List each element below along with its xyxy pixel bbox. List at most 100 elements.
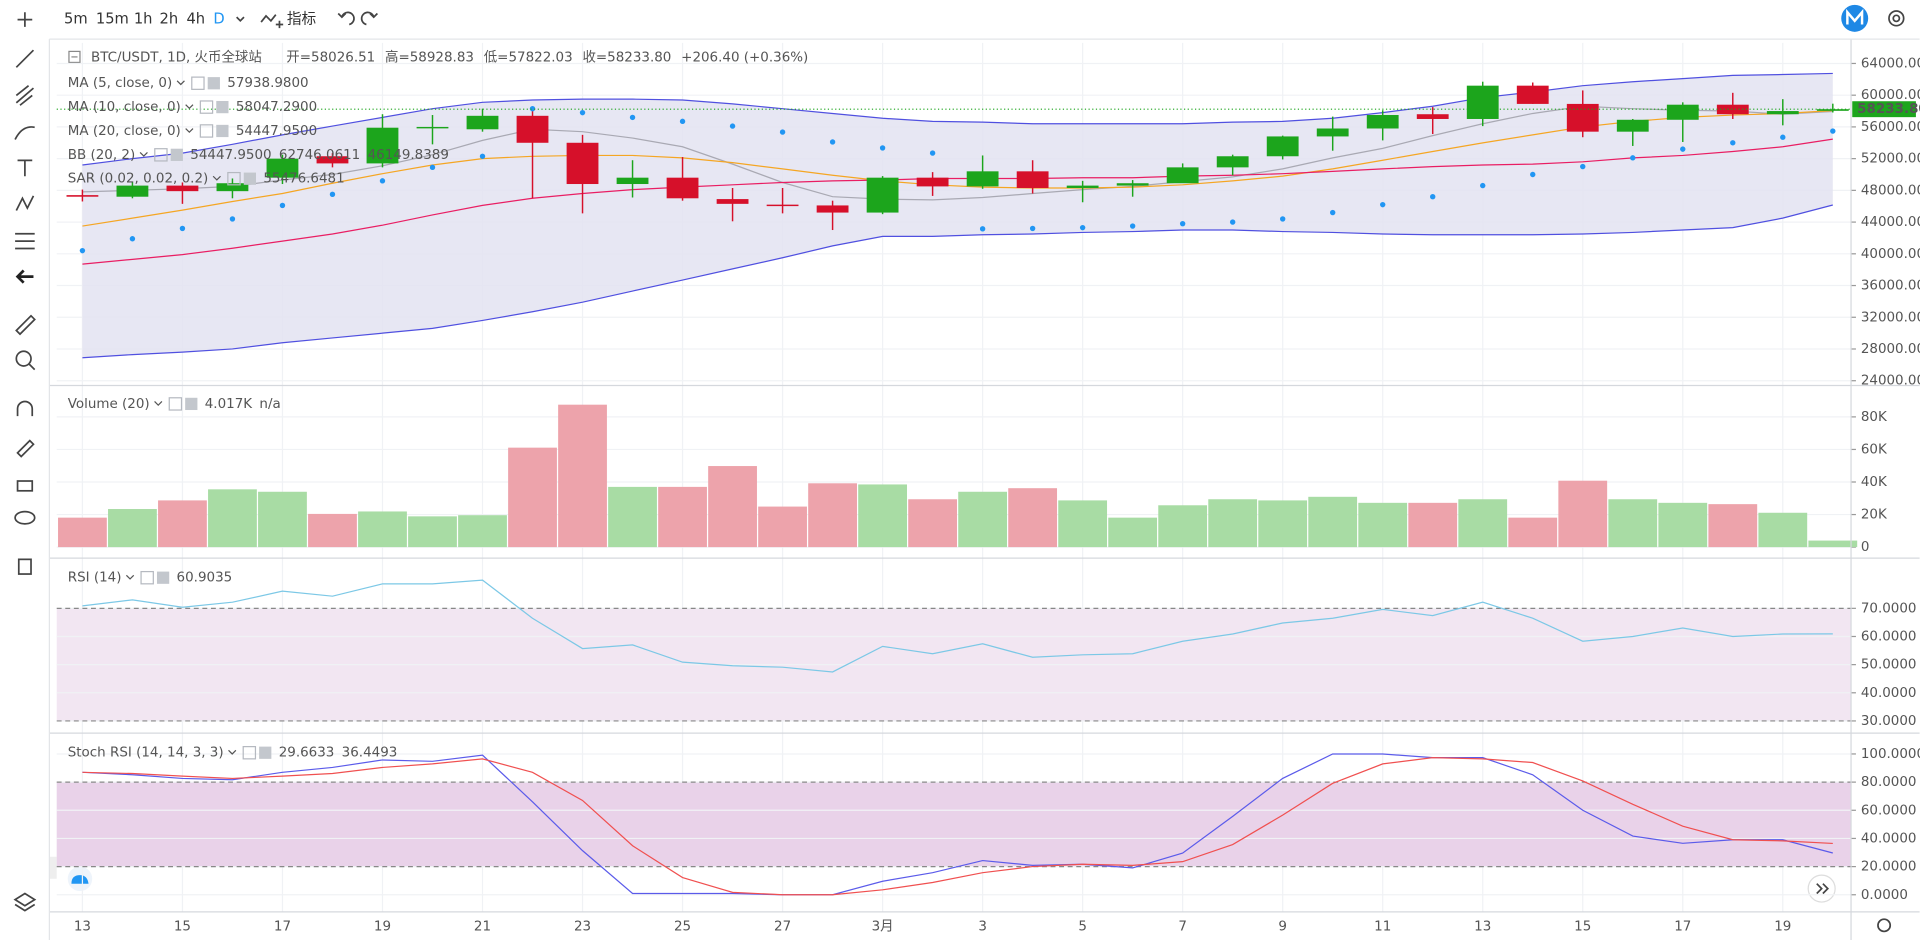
volume-bar (1658, 502, 1708, 548)
pattern-tool[interactable] (15, 195, 35, 211)
legend-visibility-icon[interactable] (227, 171, 241, 186)
collapse-handle[interactable] (49, 856, 57, 879)
legend-remove-icon[interactable] (156, 571, 170, 584)
legend-remove-icon[interactable] (216, 124, 229, 138)
candle-body (1516, 85, 1549, 104)
sar-dot (1680, 146, 1686, 152)
bb-lower (82, 204, 1833, 359)
layers-button[interactable] (13, 892, 37, 912)
prediction-tool[interactable] (15, 232, 35, 250)
interval-button[interactable]: 1h (134, 11, 153, 28)
volume-bar (458, 515, 507, 548)
candle-body (566, 142, 599, 185)
volume-bar (608, 486, 657, 548)
x-tick-label: 19 (1774, 920, 1791, 935)
stay-drawing-tool[interactable] (16, 439, 35, 458)
settings-button[interactable] (1888, 10, 1905, 27)
trendline-tool[interactable] (15, 49, 35, 68)
sar-dot (1330, 209, 1336, 216)
ruler-tool[interactable] (15, 314, 36, 336)
sar-dot (79, 247, 86, 254)
back-tool[interactable] (15, 269, 34, 284)
brush-tool[interactable] (14, 126, 35, 140)
sar-dot (1430, 194, 1436, 200)
legend-value: n/a (259, 397, 280, 412)
legend-visibility-icon[interactable] (199, 124, 214, 138)
legend-visibility-icon[interactable] (154, 148, 168, 162)
text-tool[interactable] (17, 159, 33, 177)
legend-caret (154, 401, 163, 406)
sar-dot (829, 139, 836, 145)
legend-remove-icon[interactable] (259, 746, 272, 759)
y-tick-label: 40K (1861, 475, 1888, 490)
candle-body (216, 183, 249, 192)
interval-dropdown[interactable] (236, 16, 245, 23)
visibility-tool[interactable] (14, 510, 36, 525)
y-tick-label: 50.0000 (1861, 658, 1917, 673)
delete-tool[interactable] (17, 558, 32, 575)
sar-dot (1179, 220, 1186, 227)
lock-tool[interactable] (16, 480, 34, 492)
interval-button-active[interactable]: D (213, 11, 224, 28)
sar-dot (179, 225, 186, 232)
legend-value: 36.4493 (342, 746, 398, 761)
candle-body (316, 156, 349, 164)
y-tick-label: 20K (1861, 508, 1888, 523)
sar-dot (779, 129, 786, 135)
y-tick-label: 0 (1861, 540, 1870, 555)
sar-dot (729, 123, 736, 129)
indicators-button[interactable]: 指标 (287, 11, 317, 28)
axis-settings-button[interactable] (1877, 918, 1892, 933)
candle-body (166, 185, 199, 192)
indicator-icon[interactable] (260, 14, 284, 29)
magnet-tool[interactable] (16, 400, 34, 417)
candle-body (1666, 104, 1699, 120)
legend-visibility-icon[interactable] (242, 746, 257, 760)
interval-button[interactable]: 15m (96, 11, 129, 28)
candle-body (116, 185, 149, 197)
redo-button[interactable] (360, 11, 379, 26)
legend-title: Volume (20) (68, 397, 150, 412)
legend-visibility-icon[interactable] (168, 397, 183, 411)
account-logo[interactable] (1841, 4, 1869, 32)
legend-remove-icon[interactable] (216, 100, 229, 114)
legend-visibility-icon[interactable] (140, 570, 154, 585)
legend-value: 29.6633 (279, 746, 335, 761)
sar-dot (429, 164, 436, 171)
ma-line (82, 138, 1833, 265)
interval-button[interactable]: 5m (64, 11, 88, 28)
candle-body (966, 171, 999, 187)
sar-dot (129, 236, 136, 242)
volume-bar (1708, 504, 1758, 548)
y-tick-label: 40000.00 (1861, 247, 1920, 262)
volume-bar (158, 500, 207, 548)
volume-bar (1808, 540, 1858, 548)
legend-remove-icon[interactable] (243, 172, 256, 185)
interval-button[interactable]: 4h (186, 11, 205, 28)
candle-body (1716, 104, 1749, 115)
sar-dot (1029, 225, 1036, 232)
legend-remove-icon[interactable] (207, 77, 220, 90)
fib-tool[interactable] (15, 85, 35, 106)
legend-visibility-icon[interactable] (199, 100, 214, 114)
volume-bar (858, 484, 907, 548)
crosshair-icon[interactable] (17, 12, 33, 27)
legend-remove-icon[interactable] (185, 397, 198, 411)
ma-line (82, 110, 1833, 227)
y-tick-label: 32000.00 (1861, 310, 1920, 325)
legend-caret (185, 128, 194, 134)
scroll-right-glyph (1816, 883, 1829, 895)
y-tick-label: 60K (1861, 442, 1888, 457)
undo-button[interactable] (337, 11, 355, 26)
legend-visibility-icon[interactable] (191, 76, 205, 90)
legend-remove-icon[interactable] (170, 148, 183, 161)
indicator-line (82, 753, 1833, 896)
zoom-tool[interactable] (15, 350, 32, 367)
volume-bar (1158, 505, 1208, 548)
indicator-line (82, 579, 1833, 673)
x-tick-label: 25 (674, 920, 691, 935)
candle-body (416, 126, 449, 129)
interval-button[interactable]: 2h (160, 11, 179, 28)
y-tick-label: 40.0000 (1861, 686, 1917, 701)
collapse-legend-button[interactable] (68, 50, 81, 64)
